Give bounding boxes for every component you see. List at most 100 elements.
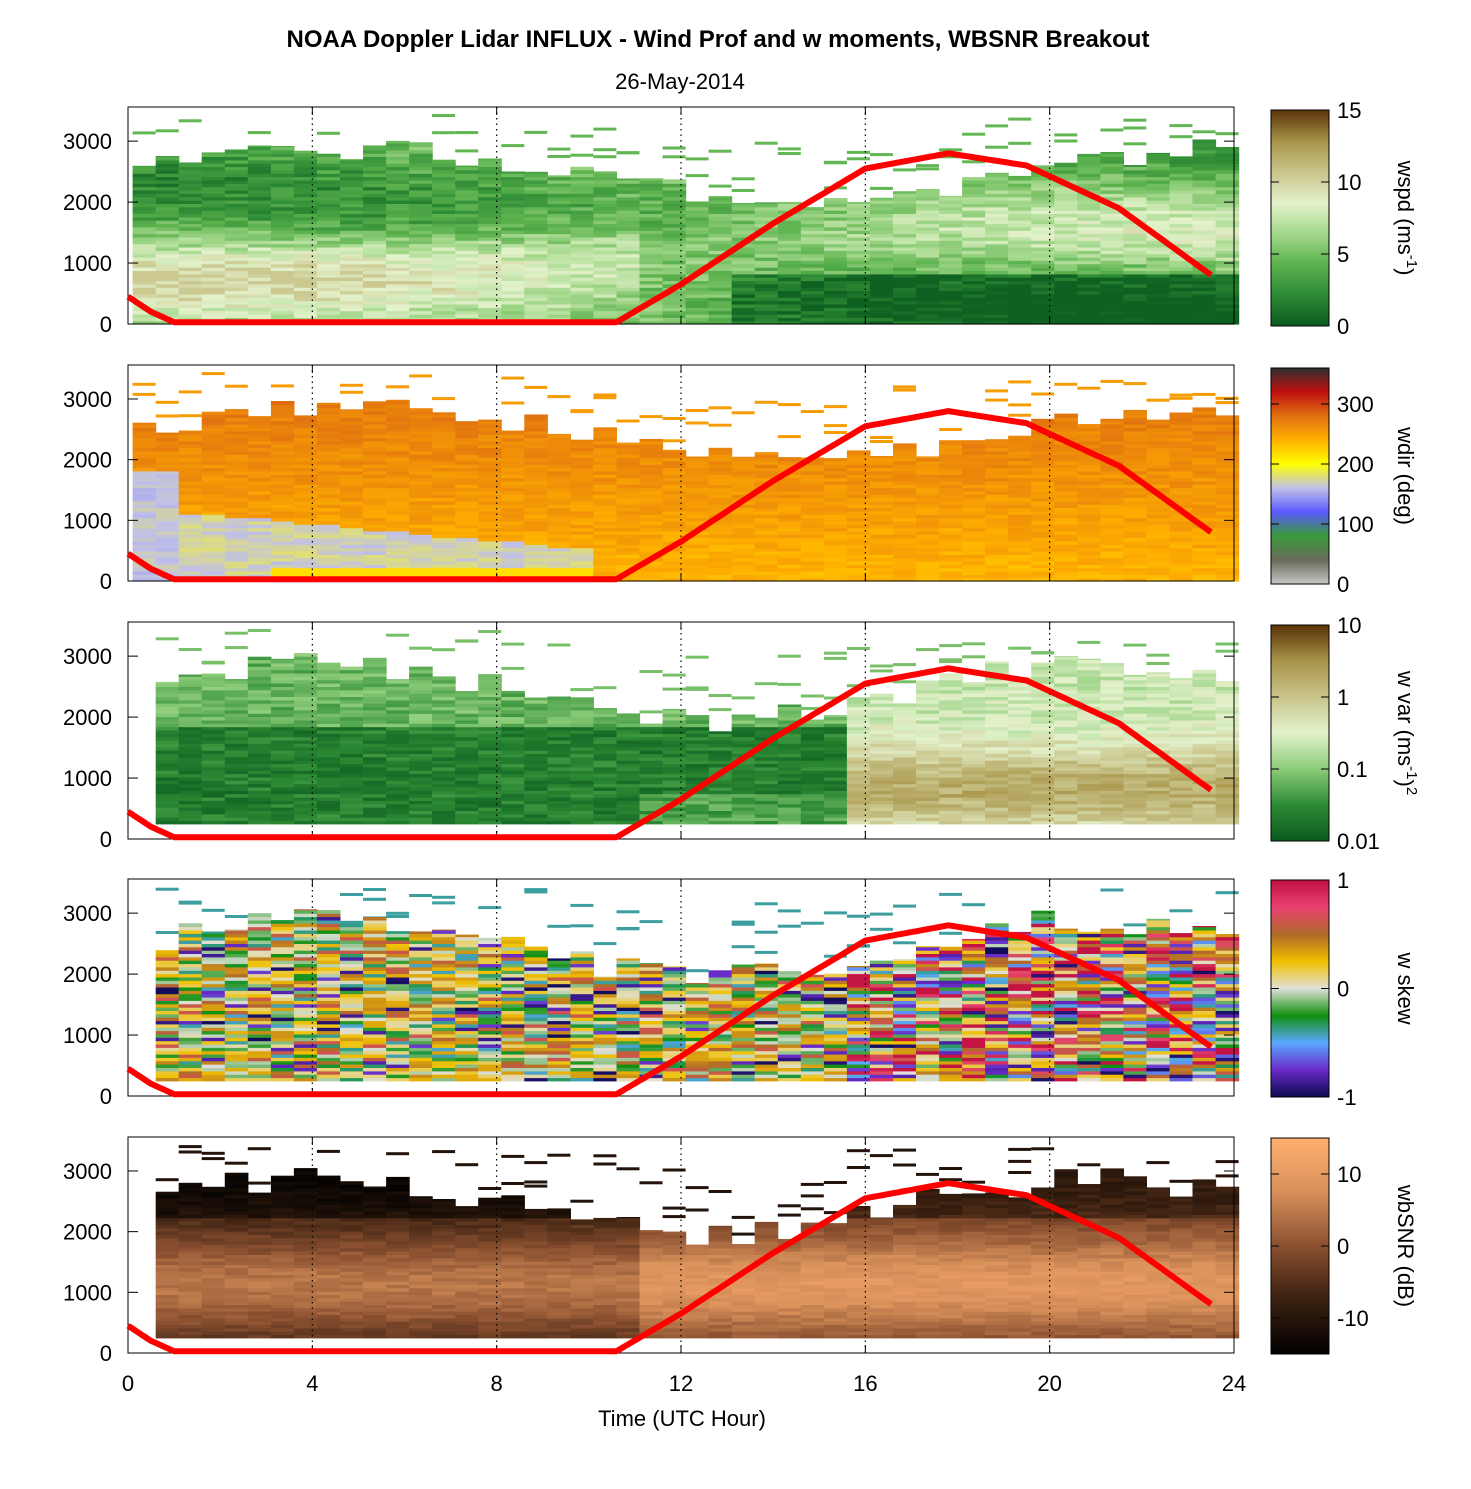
heatmap-cell: [777, 313, 802, 318]
heatmap-cell: [962, 193, 986, 198]
heatmap-cell: [270, 504, 295, 509]
heatmap-cell: [316, 530, 341, 535]
heatmap-cell: [478, 514, 502, 519]
heatmap-cell: [1169, 277, 1194, 282]
heatmap-cell: [846, 557, 871, 562]
heatmap-cell: [662, 307, 687, 312]
heatmap-cell: [777, 435, 801, 439]
heatmap-cell: [155, 686, 180, 691]
heatmap-cell: [731, 216, 756, 221]
heatmap-cell: [1169, 166, 1194, 171]
heatmap-cell: [178, 460, 203, 465]
heatmap-cell: [1100, 243, 1124, 248]
heatmap-cell: [662, 507, 687, 512]
heatmap-cell: [685, 534, 710, 539]
heatmap-cell: [1031, 313, 1055, 318]
heatmap-cell: [685, 220, 710, 225]
heatmap-cell: [916, 164, 939, 168]
heatmap-cell: [409, 297, 433, 302]
heatmap-cell: [1031, 392, 1055, 396]
heatmap-cell: [363, 541, 387, 545]
heatmap-cell: [1031, 477, 1055, 482]
heatmap-cell: [224, 760, 249, 765]
heatmap-cell: [224, 567, 249, 572]
heatmap-cell: [247, 477, 272, 482]
heatmap-cell: [939, 477, 963, 482]
heatmap-cell: [293, 773, 318, 778]
heatmap-cell: [455, 243, 479, 248]
heatmap-cell: [800, 557, 825, 562]
heatmap-cell: [201, 561, 226, 565]
heatmap-cell: [593, 561, 617, 565]
heatmap-cell: [340, 541, 364, 545]
heatmap-cell: [224, 173, 249, 178]
heatmap-cell: [777, 527, 802, 532]
heatmap-cell: [962, 230, 986, 235]
heatmap-cell: [155, 200, 180, 204]
heatmap-cell: [1008, 310, 1032, 315]
heatmap-cell: [1192, 567, 1217, 572]
heatmap-cell: [1192, 200, 1217, 204]
heatmap-cell: [132, 196, 157, 201]
heatmap-cell: [616, 464, 641, 469]
heatmap-cell: [1008, 240, 1032, 245]
heatmap-cell: [409, 504, 433, 509]
heatmap-cell: [939, 541, 963, 545]
heatmap-cell: [1192, 534, 1217, 539]
heatmap-cell: [846, 213, 871, 218]
heatmap-cell: [547, 203, 571, 208]
heatmap-cell: [1100, 480, 1124, 485]
heatmap-cell: [593, 256, 617, 261]
heatmap-cell: [455, 270, 479, 275]
heatmap-cell: [1169, 547, 1194, 552]
heatmap-cell: [616, 193, 641, 198]
heatmap-cell: [201, 216, 226, 221]
heatmap-cell: [386, 293, 410, 298]
heatmap-cell: [823, 303, 848, 308]
heatmap-cell: [800, 510, 825, 515]
heatmap-cell: [1123, 173, 1147, 178]
heatmap-cell: [985, 544, 1009, 549]
heatmap-cell: [893, 554, 917, 559]
heatmap-cell: [846, 210, 871, 214]
heatmap-cell: [1054, 280, 1078, 285]
heatmap-cell: [1192, 280, 1217, 285]
heatmap-cell: [1008, 490, 1032, 495]
heatmap-cell: [962, 460, 986, 465]
heatmap-cell: [846, 500, 871, 505]
heatmap-cell: [293, 169, 318, 174]
heatmap-cell: [777, 554, 802, 559]
heatmap-cell: [1123, 497, 1147, 502]
heatmap-cell: [316, 186, 341, 191]
heatmap-cell: [224, 763, 249, 768]
heatmap-cell: [247, 246, 272, 251]
heatmap-cell: [962, 574, 986, 579]
heatmap-cell: [985, 270, 1009, 275]
heatmap-cell: [1146, 430, 1170, 435]
heatmap-cell: [1031, 253, 1055, 258]
heatmap-cell: [270, 567, 295, 572]
heatmap-cell: [639, 189, 664, 194]
heatmap-cell: [524, 527, 548, 532]
heatmap-cell: [662, 277, 687, 282]
heatmap-cell: [593, 470, 617, 475]
heatmap-cell: [1100, 547, 1124, 552]
heatmap-cell: [823, 530, 848, 535]
heatmap-cell: [593, 551, 617, 555]
heatmap-cell: [178, 470, 203, 475]
heatmap-cell: [708, 450, 733, 455]
heatmap-cell: [155, 156, 180, 157]
heatmap-cell: [316, 507, 341, 512]
heatmap-cell: [547, 504, 571, 509]
heatmap-cell: [386, 246, 410, 251]
heatmap-cell: [1054, 203, 1078, 208]
heatmap-cell: [1123, 142, 1147, 146]
heatmap-cell: [800, 577, 825, 582]
heatmap-cell: [616, 470, 641, 475]
heatmap-cell: [293, 303, 318, 308]
heatmap-cell: [293, 203, 318, 208]
heatmap-cell: [247, 530, 272, 535]
heatmap-cell: [869, 457, 894, 462]
heatmap-cell: [478, 169, 502, 174]
heatmap-cell: [777, 270, 802, 275]
